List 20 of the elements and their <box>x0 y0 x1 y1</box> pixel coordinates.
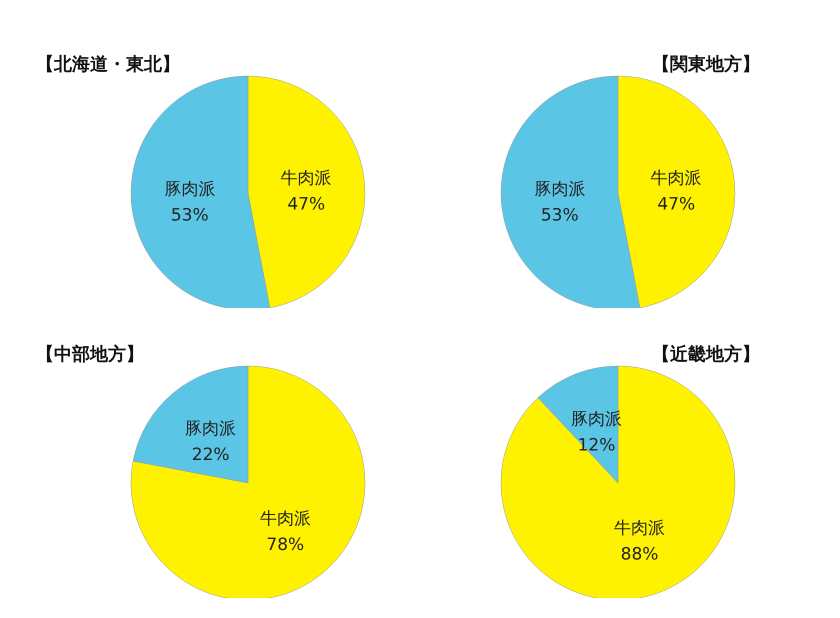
slice-label: 牛肉派 <box>260 509 311 530</box>
slice-label: 牛肉派 <box>650 168 702 188</box>
data-label: 78% <box>266 535 304 556</box>
chart-title: 【関東地方】 <box>652 53 760 76</box>
slice-label: 豚肉派 <box>164 180 216 200</box>
pie-slice <box>130 366 366 598</box>
slice-label: 豚肉派 <box>534 180 586 200</box>
chart-title: 【中部地方】 <box>36 343 144 366</box>
slice-label: 豚肉派 <box>185 418 236 439</box>
pie-slice <box>500 366 736 598</box>
data-label: 88% <box>620 544 658 564</box>
chart-title: 【近畿地方】 <box>652 343 760 366</box>
data-label: 53% <box>540 206 579 226</box>
chart-title: 【北海道・東北】 <box>36 53 180 76</box>
slice-label: 牛肉派 <box>614 518 666 538</box>
data-label: 47% <box>287 194 326 214</box>
slice-label: 牛肉派 <box>280 168 332 188</box>
data-label: 53% <box>170 206 209 226</box>
data-label: 47% <box>657 194 696 214</box>
data-label: 22% <box>192 444 230 465</box>
